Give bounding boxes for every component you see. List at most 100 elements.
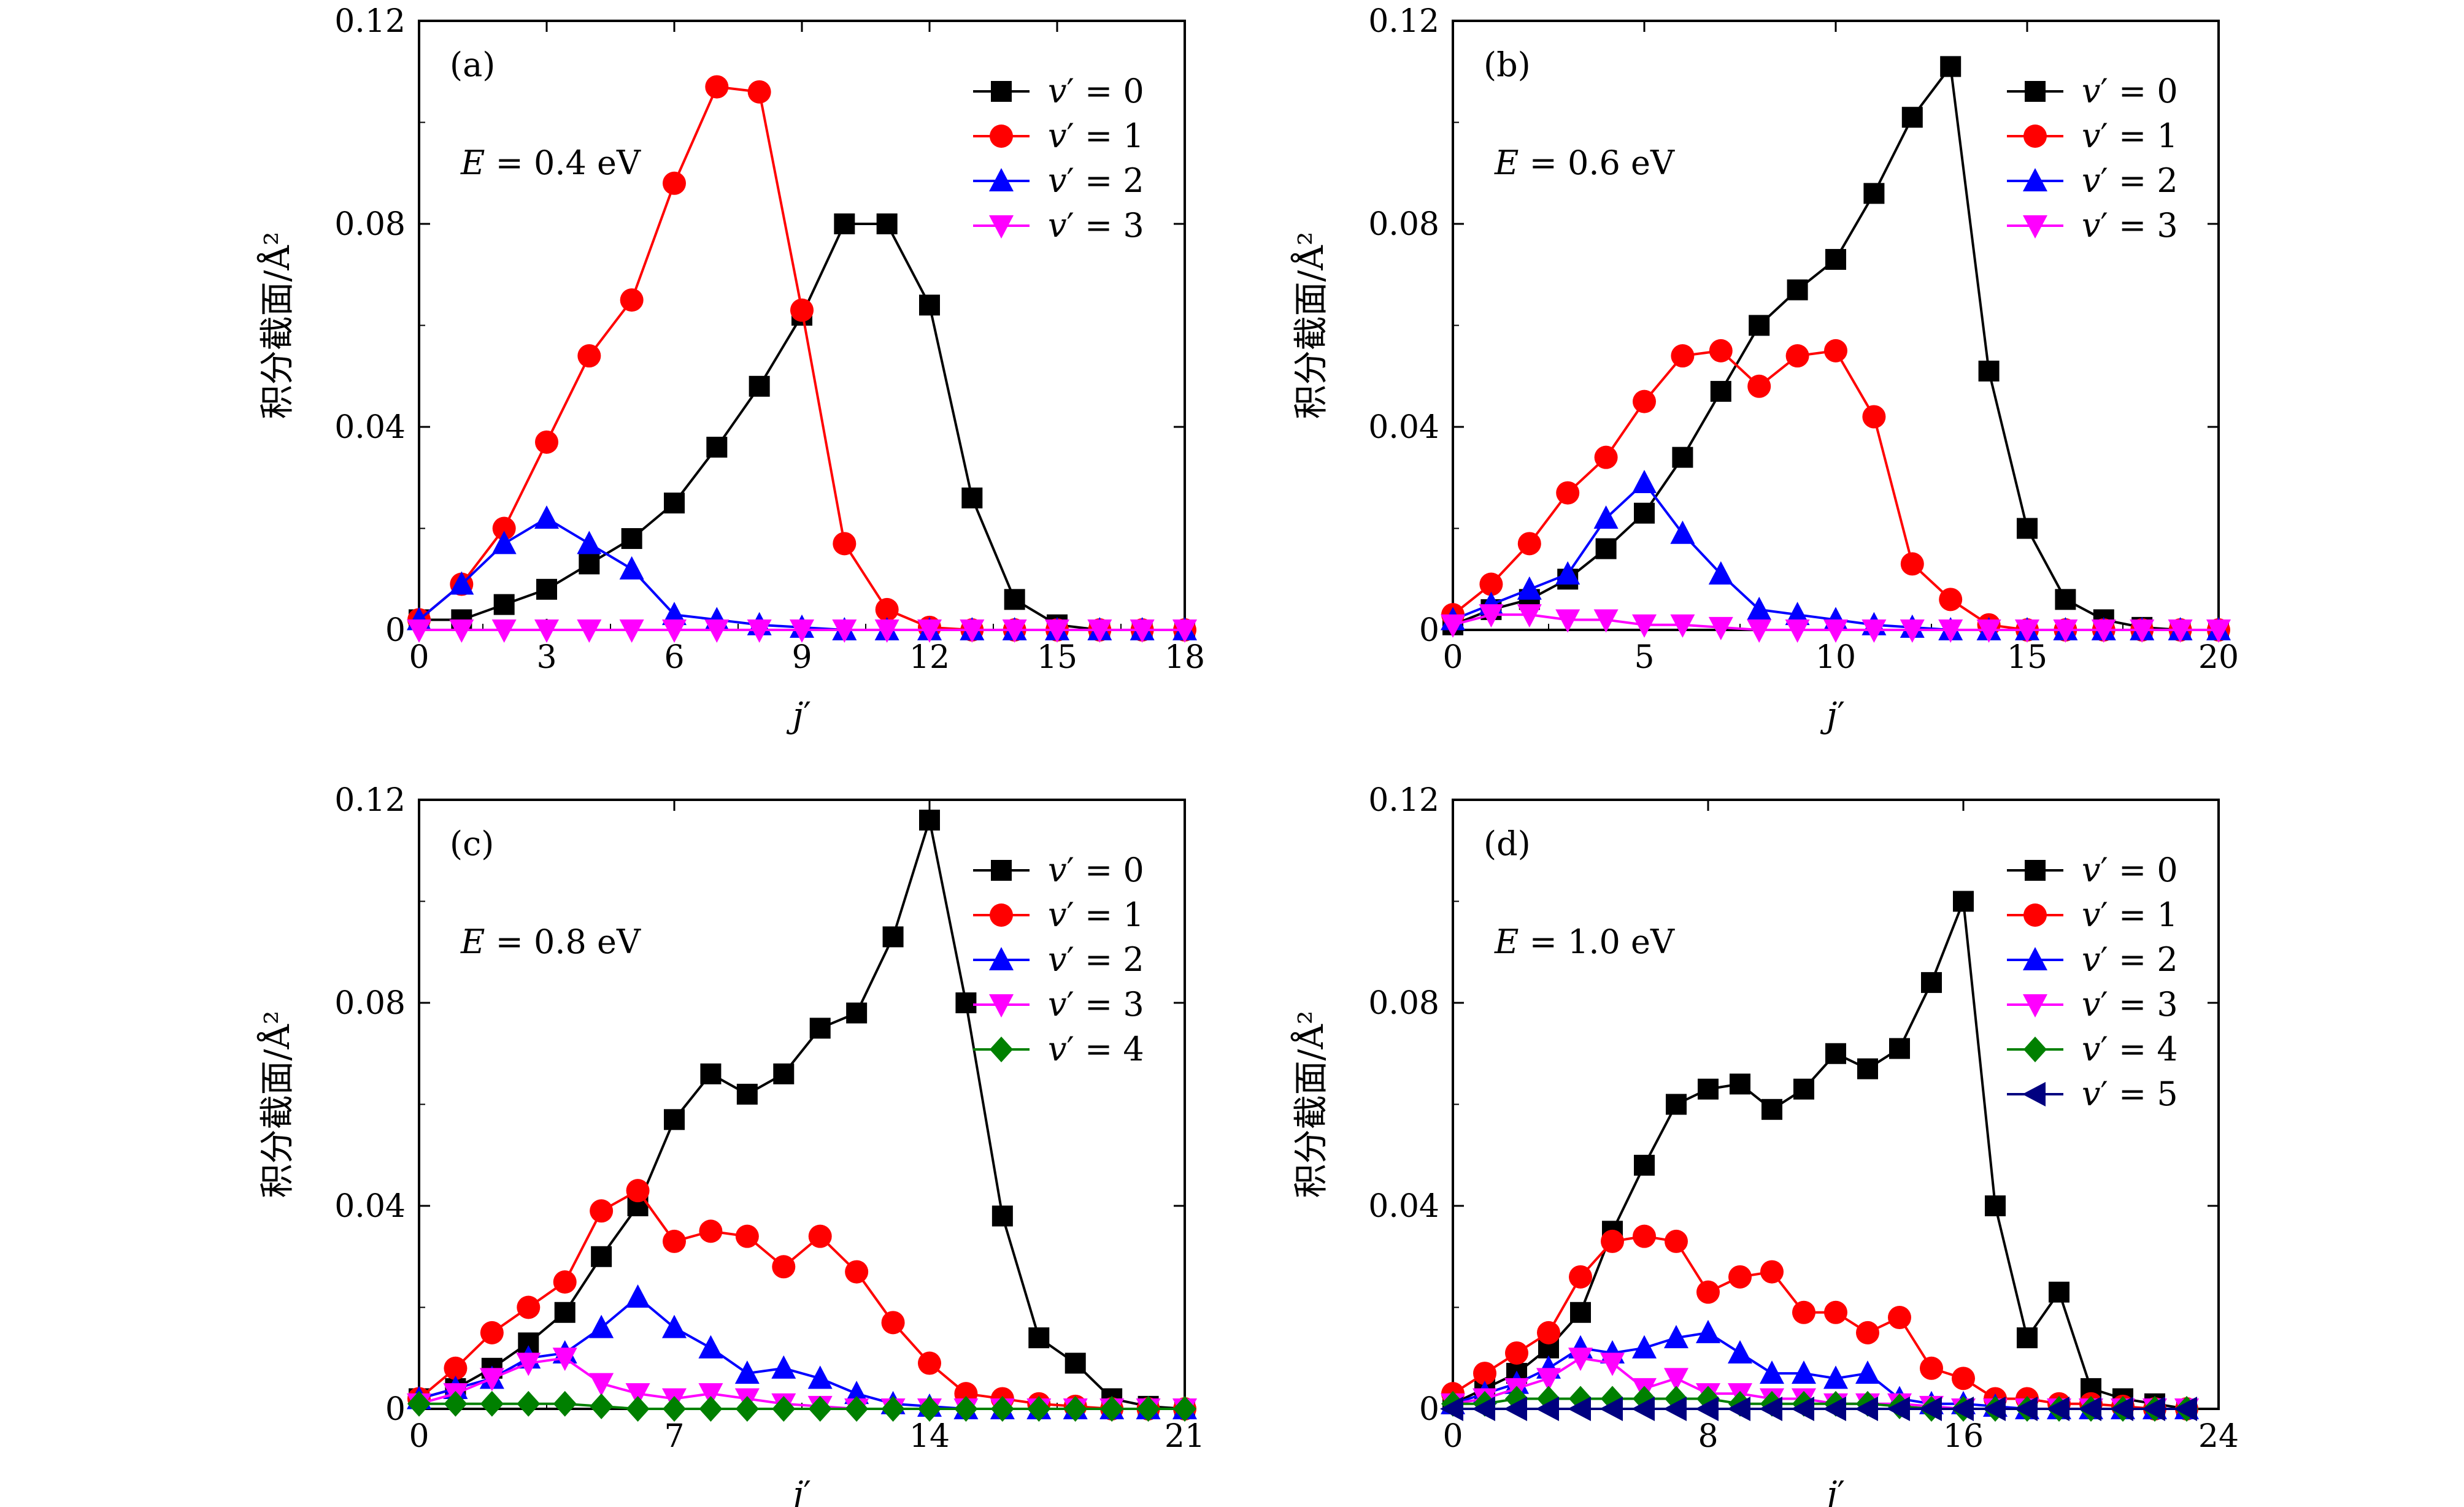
- y-tick-label: 0: [385, 612, 406, 649]
- data-point: [1632, 470, 1657, 494]
- data-point: [1594, 445, 1618, 469]
- data-point: [1568, 1348, 1593, 1371]
- data-point: [704, 619, 730, 643]
- data-point: [2014, 1397, 2038, 1421]
- data-point: [1536, 1368, 1561, 1392]
- data-point: [553, 1270, 577, 1294]
- data-point: [1570, 1302, 1591, 1323]
- data-point: [1670, 520, 1695, 544]
- data-point: [1664, 1325, 1688, 1349]
- data-point: [1710, 381, 1731, 402]
- x-tick-label: 6: [664, 639, 684, 676]
- x-tick-label: 24: [2198, 1418, 2239, 1455]
- data-point: [1953, 891, 1974, 912]
- data-point: [1938, 619, 1963, 643]
- data-point: [1671, 344, 1695, 368]
- data-point: [881, 1311, 905, 1335]
- data-point: [536, 578, 557, 600]
- x-tick-label: 8: [1698, 1418, 1718, 1455]
- y-tick-label: 0.12: [334, 782, 406, 819]
- data-point: [1172, 619, 1197, 643]
- data-point: [919, 810, 940, 831]
- data-point: [577, 619, 602, 643]
- data-point: [700, 1063, 722, 1084]
- data-point: [1002, 619, 1027, 643]
- legend-swatch-marker: [990, 903, 1013, 927]
- data-point: [2142, 1397, 2165, 1421]
- x-tick-label: 18: [1165, 639, 1205, 676]
- data-point: [1517, 532, 1541, 556]
- legend-label: v′ = 4: [1048, 1030, 1144, 1068]
- legend-entry: v′ = 5: [2007, 1075, 2178, 1113]
- data-point: [1792, 1300, 1815, 1324]
- data-point: [625, 1284, 650, 1308]
- data-point: [834, 213, 855, 234]
- legend-swatch-marker: [2023, 125, 2047, 148]
- data-point: [1825, 248, 1846, 270]
- data-point: [1633, 1224, 1656, 1248]
- data-point: [553, 1390, 577, 1417]
- data-point: [881, 1396, 905, 1422]
- data-point: [773, 1063, 795, 1084]
- y-axis-title: 积分截面/Å²: [1290, 1011, 1331, 1198]
- legend-entry: v′ = 0: [2007, 72, 2178, 110]
- data-point: [1517, 604, 1542, 628]
- series-v-1: [407, 1179, 1196, 1421]
- data-point: [961, 487, 983, 508]
- legend-entry: v′ = 1: [2007, 895, 2178, 934]
- energy-annotation: E = 0.6 eV: [1494, 144, 1675, 182]
- legend-label: v′ = 2: [2082, 940, 2178, 979]
- data-point: [1633, 389, 1656, 413]
- panel-a: 0 0.04 0.08 0.12 0 3 6 9 12 15 18 j′ 积分截面/Å² (a) E = 0…: [256, 3, 1205, 735]
- data-point: [846, 1002, 868, 1024]
- data-point: [1555, 609, 1580, 633]
- series-v-1: [1441, 339, 2230, 642]
- series-line: [1452, 900, 2187, 1410]
- data-point: [621, 528, 642, 550]
- data-point: [1863, 183, 1885, 204]
- y-tick-label: 0.04: [1368, 409, 1439, 446]
- data-point: [874, 619, 899, 643]
- legend-label: v′ = 2: [1048, 940, 1144, 979]
- data-point: [1472, 1397, 1495, 1421]
- data-point: [1823, 1397, 1846, 1421]
- data-point: [699, 1396, 723, 1422]
- data-point: [517, 1390, 541, 1417]
- data-point: [918, 1351, 941, 1375]
- data-point: [1747, 596, 1772, 620]
- legend-entry: v′ = 2: [2007, 940, 2178, 979]
- data-point: [662, 602, 687, 626]
- data-point: [1985, 1195, 2006, 1216]
- data-point: [1568, 1397, 1591, 1421]
- data-point: [1556, 481, 1580, 505]
- data-point: [747, 80, 771, 104]
- data-point: [1569, 1265, 1592, 1289]
- legend-entry: v′ = 3: [2007, 985, 2178, 1024]
- data-point: [1593, 609, 1619, 633]
- y-tick-label: 0.08: [1368, 206, 1439, 243]
- data-point: [664, 493, 685, 514]
- series-v-4: [407, 1390, 1196, 1422]
- data-point: [577, 344, 601, 368]
- data-point: [444, 1390, 468, 1417]
- data-point: [1440, 1397, 1463, 1421]
- data-point: [1823, 1365, 1848, 1389]
- series-line: [418, 819, 1185, 1410]
- data-point: [1785, 602, 1810, 626]
- series-v-0: [409, 213, 1195, 640]
- data-point: [1747, 619, 1772, 643]
- panel-b: 0 0.04 0.08 0.12 0 5 10 15 20 j′ 积分截面/Å² (b) E = 0.6…: [1290, 3, 2239, 735]
- legend-swatch-marker: [989, 215, 1014, 239]
- data-point: [2110, 1397, 2133, 1421]
- data-point: [554, 1302, 576, 1323]
- data-point: [1670, 614, 1695, 638]
- data-point: [449, 619, 474, 643]
- x-tick-label: 0: [1442, 1418, 1463, 1455]
- x-tick-label: 0: [1442, 639, 1463, 676]
- y-tick-label: 0: [1419, 1391, 1439, 1428]
- data-point: [735, 1224, 759, 1248]
- data-point: [589, 1314, 614, 1338]
- data-point: [491, 531, 517, 554]
- data-point: [698, 1335, 723, 1359]
